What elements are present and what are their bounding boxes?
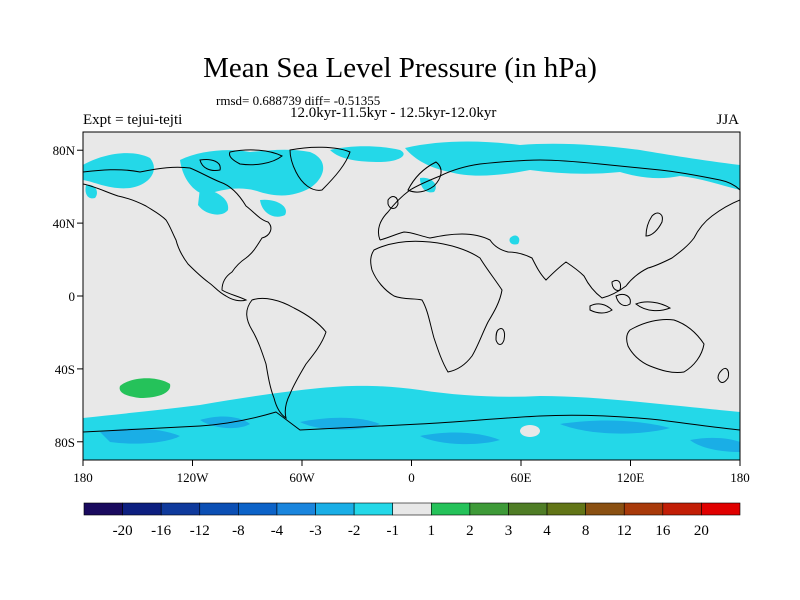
- lon-tick-label: 60W: [289, 470, 315, 485]
- coast-antarctica: [83, 411, 740, 433]
- colorbar-swatch: [546, 502, 586, 516]
- lon-tick-label: 180: [730, 470, 750, 485]
- lon-tick-label: 180: [73, 470, 93, 485]
- colorbar-swatch: [623, 502, 664, 516]
- colorbar-swatch: [160, 502, 201, 516]
- season-label: JJA: [716, 112, 739, 128]
- colorbar-swatch: [353, 502, 394, 516]
- colorbar-swatch: [199, 502, 239, 516]
- experiment-label: Expt = tejui-tejti: [83, 112, 183, 128]
- coast-japan: [645, 212, 663, 237]
- coast-north-america: [83, 166, 272, 302]
- colorbar-label: -1: [386, 523, 399, 539]
- colorbar-label: 3: [505, 523, 513, 539]
- colorbar: -20 -16 -12 -8 -4 -3 -2 -1 1 2 3 4 8 12 16 20: [83, 502, 741, 539]
- colorbar-label: -16: [151, 523, 171, 539]
- lat-tick-label: 0: [69, 289, 76, 304]
- lon-tick-label: 120W: [177, 470, 210, 485]
- colorbar-label: -8: [232, 523, 245, 539]
- longitude-axis: 180 120W 60W 0 60E 120E 180: [73, 460, 750, 485]
- coast-australia: [626, 319, 705, 373]
- colorbar-swatch: [430, 502, 471, 516]
- colorbar-label: 12: [617, 523, 632, 539]
- colorbar-label: -20: [113, 523, 133, 539]
- colorbar-swatch: [83, 502, 123, 516]
- anomaly-layer: [83, 141, 740, 460]
- colorbar-label: -4: [271, 523, 284, 539]
- colorbar-label: -2: [348, 523, 361, 539]
- coast-south-america: [246, 297, 327, 420]
- anomaly-neutral-patch: [520, 425, 540, 437]
- coast-scandinavia: [407, 161, 442, 193]
- coast-indonesia: [589, 279, 672, 314]
- anomaly-south-pacific: [119, 378, 171, 398]
- coast-eurasia: [377, 159, 740, 299]
- lon-tick-label: 60E: [511, 470, 532, 485]
- colorbar-label: 20: [694, 523, 709, 539]
- colorbar-label: -12: [190, 523, 210, 539]
- lat-tick-label: 40S: [55, 362, 75, 377]
- coast-arctic-islands: [199, 149, 283, 171]
- period-label: 12.0kyr-11.5kyr - 12.5kyr-12.0kyr: [290, 105, 497, 121]
- colorbar-label: 4: [543, 523, 551, 539]
- colorbar-label: -3: [309, 523, 322, 539]
- lat-tick-label: 80S: [55, 435, 75, 450]
- coast-greenland: [289, 146, 351, 191]
- colorbar-swatch: [315, 502, 355, 516]
- colorbar-label: 1: [428, 523, 436, 539]
- lat-tick-label: 40N: [53, 216, 76, 231]
- stats-label: rmsd= 0.688739 diff= -0.51355: [216, 93, 381, 108]
- colorbar-swatch: [508, 502, 548, 516]
- coast-british-isles: [387, 196, 399, 209]
- latitude-axis: 80N 40N 0 40S 80S: [53, 143, 83, 450]
- colorbar-swatch: [469, 502, 509, 516]
- map-title: Mean Sea Level Pressure (in hPa): [203, 52, 597, 84]
- colorbar-swatch: [585, 502, 625, 516]
- colorbar-swatch: [392, 502, 432, 516]
- coast-new-zealand: [717, 367, 729, 383]
- colorbar-swatch: [662, 502, 702, 516]
- colorbar-swatch: [238, 502, 278, 516]
- colorbar-label: 16: [655, 523, 671, 539]
- coast-africa: [370, 240, 503, 373]
- lon-tick-label: 0: [408, 470, 415, 485]
- colorbar-label: 8: [582, 523, 590, 539]
- colorbar-swatch: [701, 502, 741, 516]
- anomaly-northern-eurasia: [405, 141, 740, 245]
- lat-tick-label: 80N: [53, 143, 76, 158]
- colorbar-swatch: [276, 502, 316, 516]
- coast-madagascar: [495, 327, 505, 345]
- anomaly-southern-ocean: [83, 385, 740, 460]
- colorbar-label: 2: [466, 523, 474, 539]
- lon-tick-label: 120E: [617, 470, 645, 485]
- colorbar-swatch: [122, 502, 162, 516]
- coastlines: [83, 146, 740, 433]
